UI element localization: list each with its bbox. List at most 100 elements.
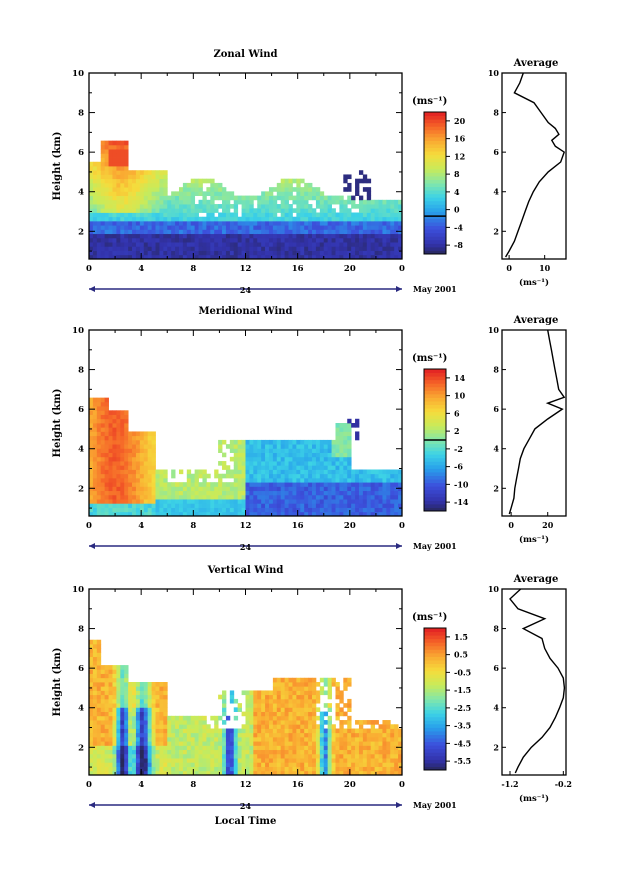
heatmap-cell	[178, 507, 184, 513]
heatmap-cell	[112, 242, 117, 247]
heatmap-cell	[222, 758, 227, 763]
heatmap-cell	[382, 758, 387, 763]
heatmap-cell	[366, 229, 372, 235]
heatmap-cell	[89, 461, 94, 466]
heatmap-cell	[374, 212, 379, 218]
heatmap-cell	[257, 246, 262, 251]
heatmap-cell	[378, 728, 383, 734]
heatmap-cell	[104, 242, 109, 247]
heatmap-cell	[89, 237, 94, 243]
heatmap-cell	[198, 728, 203, 734]
heatmap-cell	[143, 482, 149, 487]
heatmap-cell	[96, 187, 102, 192]
heatmap-cells	[89, 639, 403, 776]
heatmap-cell	[355, 758, 360, 763]
heatmap-cell	[253, 507, 258, 513]
heatmap-cell	[276, 503, 282, 508]
heatmap-cell	[147, 220, 152, 226]
heatmap-cell	[327, 499, 332, 504]
heatmap-cell	[265, 456, 270, 462]
heatmap-cell	[96, 170, 102, 175]
heatmap-cell	[163, 204, 168, 209]
heatmap-cell	[312, 220, 317, 226]
heatmap-cell	[139, 465, 145, 470]
heatmap-cell	[296, 711, 301, 717]
heatmap-cell	[124, 758, 129, 763]
heatmap-cell	[171, 770, 176, 776]
heatmap-cell	[280, 233, 286, 239]
heatmap-cell	[300, 225, 305, 230]
heatmap-cell	[343, 465, 348, 470]
heatmap-cell	[300, 732, 305, 738]
heatmap-cell	[300, 482, 305, 487]
heatmap-cell	[308, 494, 313, 500]
heatmap-cell	[288, 246, 293, 251]
heatmap-cell	[347, 199, 352, 205]
heatmap-cell	[143, 191, 149, 196]
heatmap-cell	[358, 511, 364, 517]
heatmap-cell	[132, 682, 137, 687]
heatmap-cell	[96, 401, 102, 407]
heatmap-cell	[124, 414, 129, 420]
heatmap-cell	[304, 204, 309, 209]
heatmap-cell	[280, 242, 286, 247]
heatmap-cell	[276, 250, 282, 256]
heatmap-cell	[284, 225, 289, 230]
average-profile-line	[504, 72, 566, 258]
heatmap-cell	[394, 208, 399, 213]
heatmap-cell	[175, 220, 180, 226]
heatmap-cell	[308, 499, 313, 504]
heatmap-cell	[182, 246, 188, 251]
heatmap-cell	[366, 469, 372, 475]
heatmap-cell	[229, 254, 235, 260]
heatmap-cell	[284, 199, 289, 205]
heatmap-cell	[155, 182, 160, 188]
heatmap-cell	[394, 507, 399, 513]
heatmap-cell	[343, 720, 348, 725]
heatmap-cell	[139, 698, 145, 704]
heatmap-cell	[139, 435, 145, 441]
heatmap-cell	[194, 511, 199, 517]
heatmap-cell	[194, 503, 199, 508]
heatmap-cell	[398, 477, 403, 483]
heatmap-cell	[272, 229, 278, 235]
heatmap-cell	[292, 690, 297, 696]
heatmap-cell	[100, 673, 106, 679]
heatmap-cell	[171, 482, 176, 487]
heatmap-cell	[257, 745, 262, 751]
heatmap-cell	[159, 694, 164, 700]
heatmap-cell	[261, 195, 266, 201]
heatmap-cell	[304, 753, 309, 759]
heatmap-cell	[96, 766, 102, 772]
heatmap-cell	[386, 482, 391, 487]
heatmap-cell	[398, 503, 403, 508]
heatmap-cell	[100, 149, 106, 154]
heatmap-cell	[96, 736, 102, 742]
heatmap-cell	[374, 503, 379, 508]
heatmap-cell	[96, 486, 102, 492]
heatmap-cell	[147, 698, 152, 704]
heatmap-cell	[163, 682, 168, 687]
heatmap-cell	[343, 490, 348, 496]
heatmap-cell	[327, 677, 332, 683]
heatmap-cell	[370, 511, 376, 517]
heatmap-cell	[135, 770, 141, 776]
heatmap-cell	[143, 246, 149, 251]
heatmap-cell	[315, 229, 321, 235]
heatmap-cell	[355, 511, 360, 517]
heatmap-cell	[120, 694, 125, 700]
heatmap-cell	[394, 246, 399, 251]
heatmap-cell	[276, 254, 282, 260]
heatmap-cell	[186, 204, 192, 209]
heatmap-cell	[202, 745, 207, 751]
heatmap-cell	[300, 494, 305, 500]
heatmap-cell	[214, 499, 219, 504]
heatmap-cell	[96, 643, 102, 649]
heatmap-cell	[261, 724, 266, 729]
heatmap-cell	[178, 728, 184, 734]
heatmap-cell	[128, 465, 133, 470]
heatmap-cell	[104, 161, 109, 167]
heatmap-cell	[139, 732, 145, 738]
heatmap-cell	[135, 749, 141, 755]
heatmap-cell	[229, 749, 235, 755]
